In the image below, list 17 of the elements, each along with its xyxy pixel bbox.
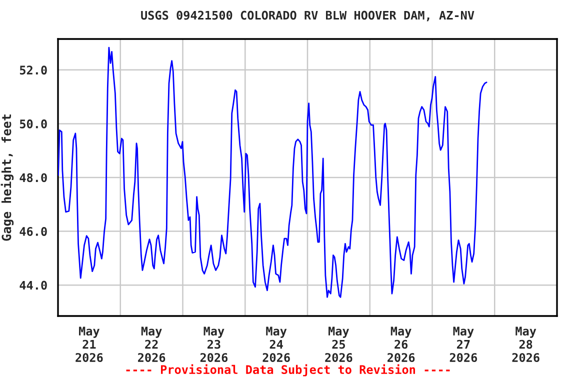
- x-tick-label: May 25 2026: [325, 326, 352, 362]
- x-tick-label: May 27 2026: [450, 326, 478, 362]
- y-tick-label: 44.0: [20, 280, 47, 290]
- x-tick-label: May 24 2026: [262, 326, 290, 362]
- y-axis-title: Gage height, feet: [0, 114, 14, 241]
- x-tick-label: May 22 2026: [138, 326, 166, 362]
- line-series: [58, 46, 488, 298]
- chart-title: USGS 09421500 COLORADO RV BLW HOOVER DAM, AZ-NV: [141, 10, 474, 22]
- y-tick-label: 48.0: [20, 173, 47, 182]
- y-tick-label: 52.0: [20, 66, 47, 75]
- x-tick-label: May 21 2026: [76, 326, 103, 362]
- x-tick-label: May 28 2026: [512, 326, 540, 362]
- y-tick-label: 46.0: [20, 227, 47, 236]
- x-tick-label: May 23 2026: [200, 326, 228, 362]
- x-tick-label: May 26 2026: [388, 326, 415, 362]
- y-tick-label: 50.0: [20, 119, 47, 128]
- text: ---- Provisional Data Subject to Revision ----: [126, 364, 450, 376]
